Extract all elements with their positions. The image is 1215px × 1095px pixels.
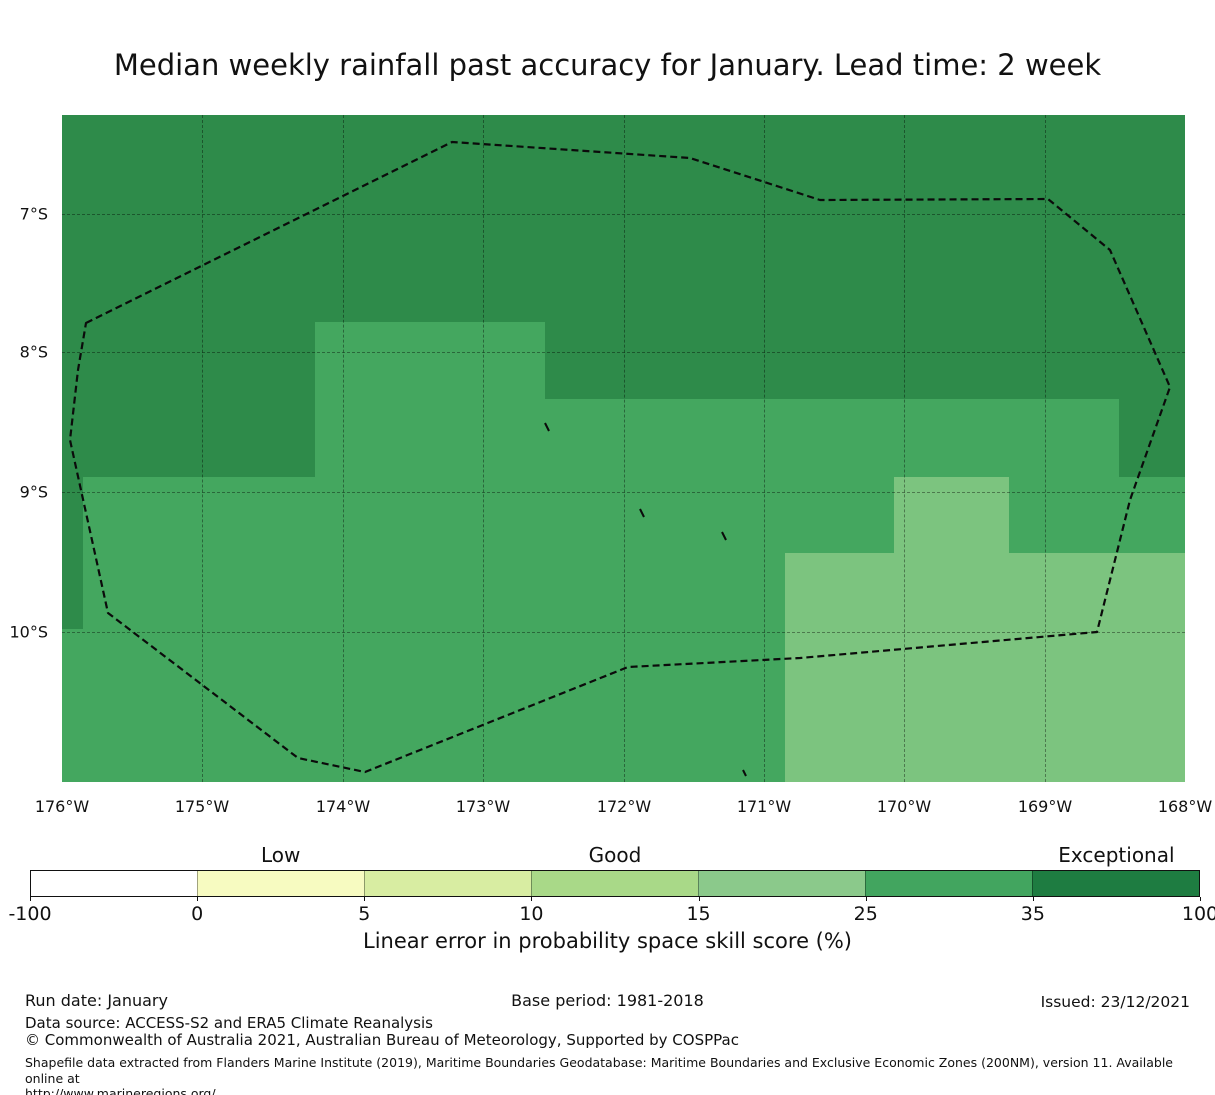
shapefile-line1: Shapefile data extracted from Flanders M… xyxy=(25,1055,1173,1086)
skill-map xyxy=(62,115,1185,782)
colorbar-segment xyxy=(865,871,1032,896)
x-tick-label: 175°W xyxy=(174,797,230,816)
region-west-strip-35-100 xyxy=(62,477,83,629)
eez-boundary-overlay xyxy=(68,140,1172,777)
x-tick-label: 174°W xyxy=(315,797,371,816)
colorbar-tick-label: 25 xyxy=(853,903,878,925)
x-tick-label: 171°W xyxy=(736,797,792,816)
shapefile-attribution-text: Shapefile data extracted from Flanders M… xyxy=(25,1055,1195,1095)
region-patch-15-25 xyxy=(894,477,1009,553)
colorbar-segment xyxy=(1032,871,1199,896)
colorbar-segment xyxy=(698,871,865,896)
gridline-vertical xyxy=(202,115,203,782)
gridline-vertical xyxy=(1045,115,1046,782)
y-tick-label: 8°S xyxy=(19,342,48,362)
x-tick-label: 172°W xyxy=(596,797,652,816)
island-outline xyxy=(544,422,550,432)
colorbar-tick-mark xyxy=(698,897,700,901)
gridline-vertical xyxy=(343,115,344,782)
colorbar-category-label: Low xyxy=(261,843,301,867)
region-east-band-35-100 xyxy=(545,322,1185,399)
colorbar-tick-mark xyxy=(865,897,867,901)
x-tick-label: 176°W xyxy=(34,797,90,816)
colorbar-tick-mark xyxy=(1032,897,1034,901)
colorbar-tick-mark xyxy=(197,897,199,901)
island-outline xyxy=(742,769,747,777)
y-tick-label: 7°S xyxy=(19,204,48,224)
x-tick-label: 169°W xyxy=(1017,797,1073,816)
gridline-vertical xyxy=(483,115,484,782)
colorbar-category-label: Exceptional xyxy=(1058,843,1175,867)
colorbar-tick-mark xyxy=(364,897,366,901)
gridline-horizontal xyxy=(62,214,1185,215)
data-source-text: Data source: ACCESS-S2 and ERA5 Climate … xyxy=(25,1014,433,1032)
region-north-35-100 xyxy=(62,115,1185,322)
colorbar-axis-label: Linear error in probability space skill … xyxy=(363,929,852,953)
colorbar-tick-label: 15 xyxy=(686,903,711,925)
eez-boundary-line xyxy=(68,140,1172,774)
gridline-horizontal xyxy=(62,632,1185,633)
colorbar-tick-mark xyxy=(1200,897,1201,901)
chart-title: Median weekly rainfall past accuracy for… xyxy=(113,48,1102,82)
x-tick-label: 170°W xyxy=(876,797,932,816)
copyright-text: © Commonwealth of Australia 2021, Austra… xyxy=(25,1031,739,1049)
gridline-vertical xyxy=(904,115,905,782)
island-outline xyxy=(721,531,727,541)
issued-date-text: Issued: 23/12/2021 xyxy=(1040,993,1190,1011)
colorbar-tick-label: 0 xyxy=(191,903,204,925)
shapefile-line2: http://www.marineregions.org/. xyxy=(25,1086,220,1095)
colorbar-tick-label: 100 xyxy=(1181,903,1215,925)
colorbar-tick-label: -100 xyxy=(8,903,52,925)
region-east-block-35-100 xyxy=(1119,399,1185,477)
colorbar-tick-label: 35 xyxy=(1020,903,1045,925)
gridline-horizontal xyxy=(62,492,1185,493)
colorbar-category-label: Good xyxy=(588,843,642,867)
island-outline xyxy=(639,508,645,518)
gridline-vertical xyxy=(764,115,765,782)
colorbar-segment xyxy=(531,871,698,896)
base-period-text: Base period: 1981-2018 xyxy=(511,991,704,1010)
x-tick-label: 173°W xyxy=(455,797,511,816)
region-west-35-100 xyxy=(62,322,315,477)
colorbar-tick-mark xyxy=(30,897,31,901)
y-tick-label: 9°S xyxy=(19,482,48,502)
colorbar-tick-label: 5 xyxy=(358,903,371,925)
x-tick-label: 168°W xyxy=(1157,797,1213,816)
gridline-vertical xyxy=(624,115,625,782)
colorbar-tick-mark xyxy=(531,897,533,901)
y-tick-label: 10°S xyxy=(9,622,48,642)
colorbar-tick-label: 10 xyxy=(519,903,544,925)
run-date-text: Run date: January xyxy=(25,991,168,1010)
colorbar-segment xyxy=(197,871,364,896)
colorbar-segment xyxy=(364,871,531,896)
gridline-horizontal xyxy=(62,352,1185,353)
colorbar xyxy=(30,870,1200,897)
colorbar-segment xyxy=(31,871,197,896)
region-southeast-15-25 xyxy=(785,553,1185,782)
